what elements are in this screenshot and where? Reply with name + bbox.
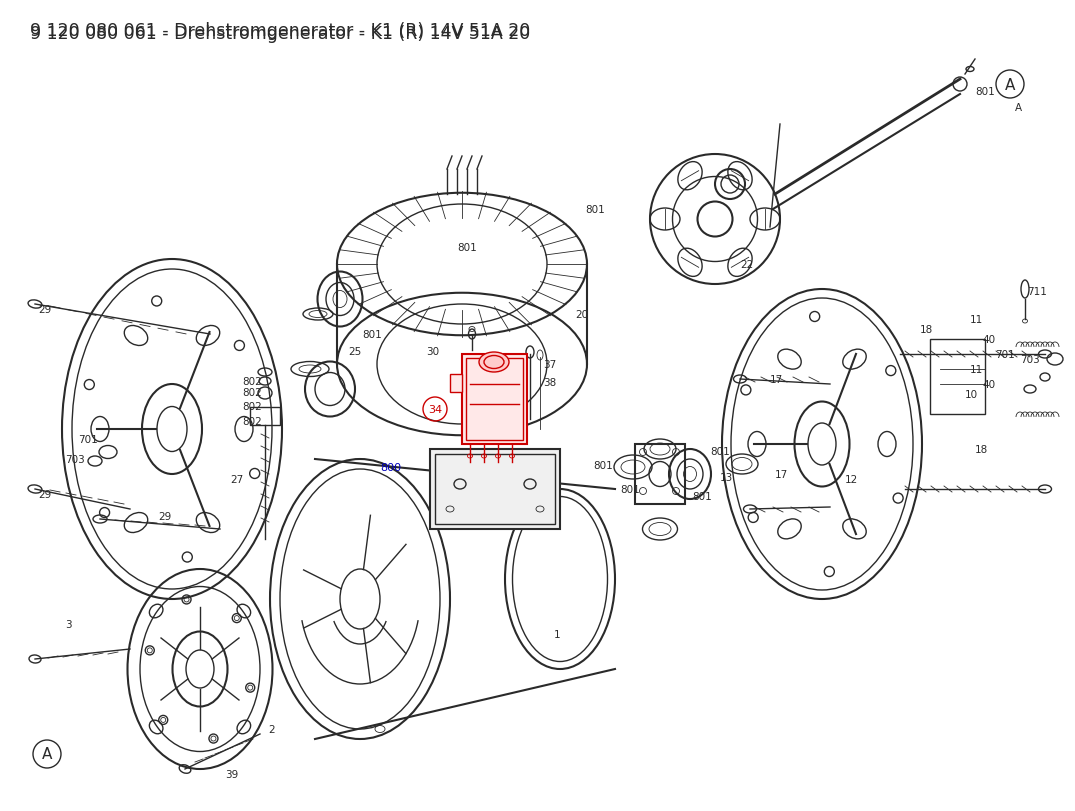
Bar — [250, 407, 280, 426]
Text: 711: 711 — [1027, 286, 1047, 297]
Bar — [465, 358, 524, 440]
Text: 801: 801 — [620, 484, 640, 495]
Bar — [930, 340, 985, 414]
Text: 802: 802 — [242, 401, 261, 411]
Text: 3: 3 — [64, 620, 72, 629]
Text: 17: 17 — [775, 470, 788, 479]
Text: 40: 40 — [981, 335, 995, 345]
Bar — [430, 449, 560, 530]
Text: 801: 801 — [975, 87, 994, 97]
Text: 13: 13 — [720, 473, 733, 483]
Text: 25: 25 — [348, 346, 361, 357]
Text: A: A — [42, 747, 53, 762]
Text: 801: 801 — [585, 204, 605, 215]
Text: 29: 29 — [38, 305, 52, 315]
Text: 701: 701 — [995, 350, 1015, 359]
Text: 703: 703 — [64, 454, 85, 465]
Text: 10: 10 — [965, 389, 978, 400]
Text: A: A — [1015, 103, 1022, 113]
Text: 18: 18 — [975, 444, 988, 454]
Text: 2: 2 — [268, 724, 274, 734]
Bar — [435, 454, 555, 525]
Text: 703: 703 — [1020, 354, 1040, 365]
Bar — [462, 354, 527, 444]
Text: 22: 22 — [740, 260, 754, 270]
Text: 801: 801 — [457, 242, 476, 253]
Text: 30: 30 — [426, 346, 439, 357]
Text: 1: 1 — [554, 629, 561, 639]
Text: 11: 11 — [970, 315, 984, 324]
Text: 701: 701 — [78, 435, 98, 444]
Text: 802: 802 — [242, 388, 261, 397]
Text: 802: 802 — [242, 376, 261, 387]
Bar — [450, 375, 462, 393]
Text: 801: 801 — [593, 461, 613, 470]
Text: 18: 18 — [920, 324, 933, 335]
Text: 39: 39 — [225, 769, 239, 779]
Text: 20: 20 — [575, 310, 588, 320]
Text: 17: 17 — [770, 375, 784, 384]
Text: 801: 801 — [692, 491, 712, 501]
Text: 38: 38 — [543, 378, 556, 388]
Text: 9 120 080 061 - Drehstromgenerator - K1 (R) 14V 51A 20: 9 120 080 061 - Drehstromgenerator - K1 … — [30, 25, 530, 43]
Bar — [635, 444, 685, 504]
Text: 29: 29 — [158, 512, 171, 521]
Text: 801: 801 — [710, 446, 730, 457]
Text: 27: 27 — [230, 474, 243, 484]
Text: 37: 37 — [543, 359, 556, 370]
Text: 12: 12 — [845, 474, 858, 484]
Text: 9 120 080 061 - Drehstromgenerator - K1 (R) 14V 51A 20: 9 120 080 061 - Drehstromgenerator - K1 … — [30, 22, 530, 40]
Text: A: A — [1005, 77, 1015, 92]
Text: 34: 34 — [428, 405, 442, 414]
Text: 40: 40 — [981, 380, 995, 389]
Text: 800: 800 — [379, 462, 401, 473]
Ellipse shape — [479, 353, 508, 372]
Text: 801: 801 — [362, 329, 382, 340]
Text: 29: 29 — [38, 489, 52, 500]
Text: 802: 802 — [242, 417, 261, 427]
Text: 11: 11 — [970, 365, 984, 375]
